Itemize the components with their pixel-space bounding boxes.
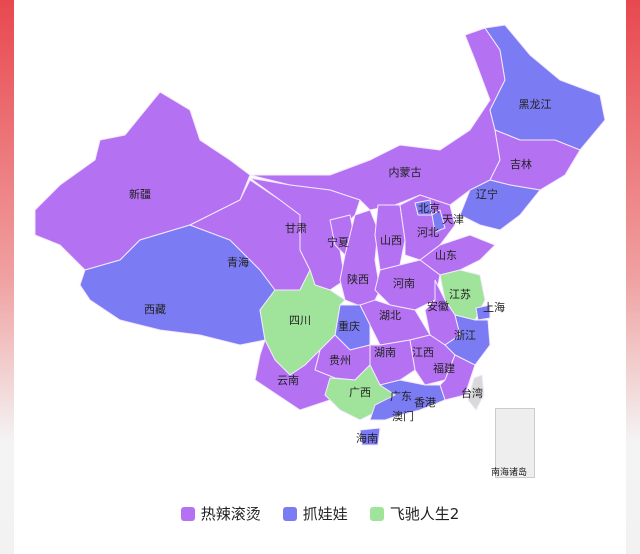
province-heilongjiang[interactable] xyxy=(484,24,606,151)
legend-item-zhuawawa[interactable]: 抓娃娃 xyxy=(282,503,348,524)
legend-swatch xyxy=(369,506,384,521)
label-shandong: 山东 xyxy=(435,249,457,262)
south-china-sea-inset xyxy=(495,408,535,478)
label-xianggang: 香港 xyxy=(414,396,436,409)
legend-swatch xyxy=(282,506,297,521)
legend-label: 热辣滚烫 xyxy=(200,505,261,523)
label-chongqing: 重庆 xyxy=(338,319,360,333)
province-liaoning[interactable] xyxy=(459,179,541,231)
right-edge-decoration xyxy=(626,0,640,554)
label-shanghai: 上海 xyxy=(483,300,505,314)
label-aomen: 澳门 xyxy=(392,409,414,423)
label-jiangxi: 江西 xyxy=(412,346,434,359)
label-heilongjiang: 黑龙江 xyxy=(519,98,552,111)
province-taiwan[interactable] xyxy=(467,374,485,411)
legend-item-rela[interactable]: 热辣滚烫 xyxy=(180,503,261,524)
legend-item-feichi[interactable]: 飞驰人生2 xyxy=(369,503,460,524)
province-shanghai[interactable] xyxy=(475,304,491,321)
label-xizang: 西藏 xyxy=(144,303,166,316)
label-gansu: 甘肃 xyxy=(285,222,307,235)
province-tianjin[interactable] xyxy=(431,209,446,233)
province-guangdong[interactable] xyxy=(369,379,446,421)
label-anhui: 安徽 xyxy=(427,299,449,313)
label-liaoning: 辽宁 xyxy=(476,187,498,201)
label-jiangsu: 江苏 xyxy=(449,288,471,301)
legend-swatch xyxy=(180,506,195,521)
province-hainan[interactable] xyxy=(359,427,381,446)
label-henan: 河南 xyxy=(393,277,415,290)
label-hainan: 海南 xyxy=(356,431,378,445)
label-hebei: 河北 xyxy=(417,226,439,239)
label-xinjiang: 新疆 xyxy=(129,187,151,201)
label-qinghai: 青海 xyxy=(227,255,249,269)
province-jilin[interactable] xyxy=(489,129,581,191)
label-beijing: 北京 xyxy=(418,201,440,215)
label-taiwan: 台湾 xyxy=(461,386,483,400)
label-guangxi: 广西 xyxy=(349,386,371,399)
label-shanxi: 山西 xyxy=(380,234,402,247)
label-yunnan: 云南 xyxy=(277,374,299,387)
left-edge-decoration xyxy=(0,0,14,554)
label-guizhou: 贵州 xyxy=(329,354,351,367)
label-tianjin: 天津 xyxy=(442,213,464,226)
label-fujian: 福建 xyxy=(433,361,455,375)
label-hunan: 湖南 xyxy=(374,346,396,359)
label-jilin: 吉林 xyxy=(510,157,532,171)
legend-label: 抓娃娃 xyxy=(302,505,348,523)
label-zhejiang: 浙江 xyxy=(454,329,476,342)
label-guangdong: 广东 xyxy=(390,390,412,403)
label-ningxia: 宁夏 xyxy=(327,235,349,249)
legend: 热辣滚烫 抓娃娃 飞驰人生2 xyxy=(0,503,640,524)
label-hubei: 湖北 xyxy=(379,309,401,322)
legend-label: 飞驰人生2 xyxy=(389,505,460,523)
south-china-sea-label: 南海诸岛 xyxy=(491,468,528,478)
label-sichuan: 四川 xyxy=(289,314,311,327)
province-neimenggu[interactable] xyxy=(249,27,506,211)
label-shaanxi: 陕西 xyxy=(347,272,369,286)
label-neimenggu: 内蒙古 xyxy=(389,165,422,179)
